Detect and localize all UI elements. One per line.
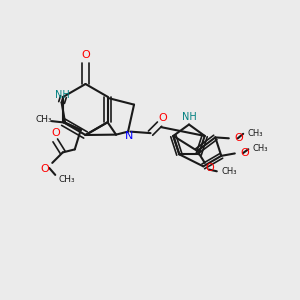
Text: NH: NH bbox=[182, 112, 196, 122]
Text: CH₃: CH₃ bbox=[36, 115, 52, 124]
Text: O: O bbox=[40, 164, 49, 174]
Text: N: N bbox=[125, 131, 134, 141]
Text: O: O bbox=[158, 112, 167, 122]
Text: O: O bbox=[235, 133, 244, 143]
Text: O: O bbox=[206, 163, 214, 173]
Text: O: O bbox=[51, 128, 60, 138]
Text: CH₃: CH₃ bbox=[248, 129, 263, 138]
Text: O: O bbox=[241, 148, 250, 158]
Text: O: O bbox=[81, 50, 90, 61]
Text: CH₃: CH₃ bbox=[252, 143, 268, 152]
Text: CH₃: CH₃ bbox=[58, 175, 75, 184]
Text: CH₃: CH₃ bbox=[221, 167, 237, 176]
Text: NH: NH bbox=[55, 90, 69, 100]
